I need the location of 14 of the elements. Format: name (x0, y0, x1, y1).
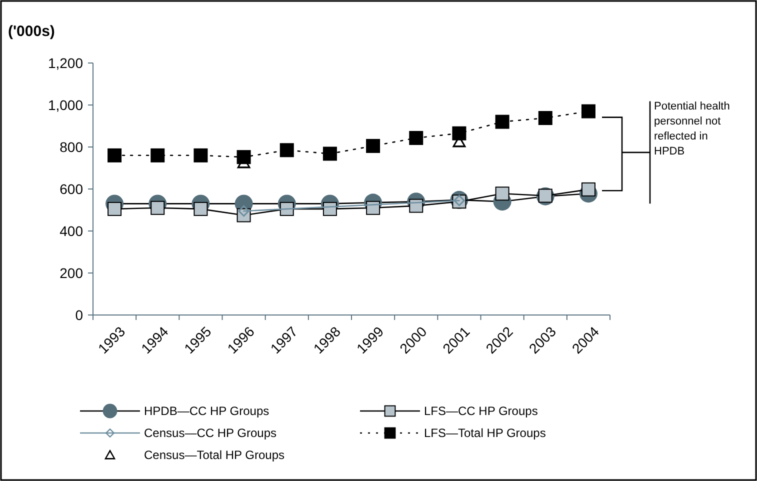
y-tick-label: 0 (75, 306, 84, 323)
legend-label: HPDB—CC HP Groups (144, 404, 270, 418)
legend-label: LFS—CC HP Groups (424, 404, 538, 418)
legend-label: LFS—Total HP Groups (424, 426, 546, 440)
text: Potential health personnel not reflected in HPDB (654, 100, 730, 158)
legend-label: Census—Total HP Groups (144, 448, 285, 462)
y-tick-label: 400 (60, 222, 84, 239)
y-tick-label: 600 (60, 180, 84, 197)
y-axis-title: ('000s) (8, 23, 55, 40)
y-tick-label: 800 (60, 138, 84, 155)
y-tick-label: 1,000 (48, 96, 84, 113)
y-tick-label: 1,200 (48, 54, 84, 71)
legend-label: Census—CC HP Groups (144, 426, 276, 440)
y-tick-label: 200 (60, 264, 84, 281)
